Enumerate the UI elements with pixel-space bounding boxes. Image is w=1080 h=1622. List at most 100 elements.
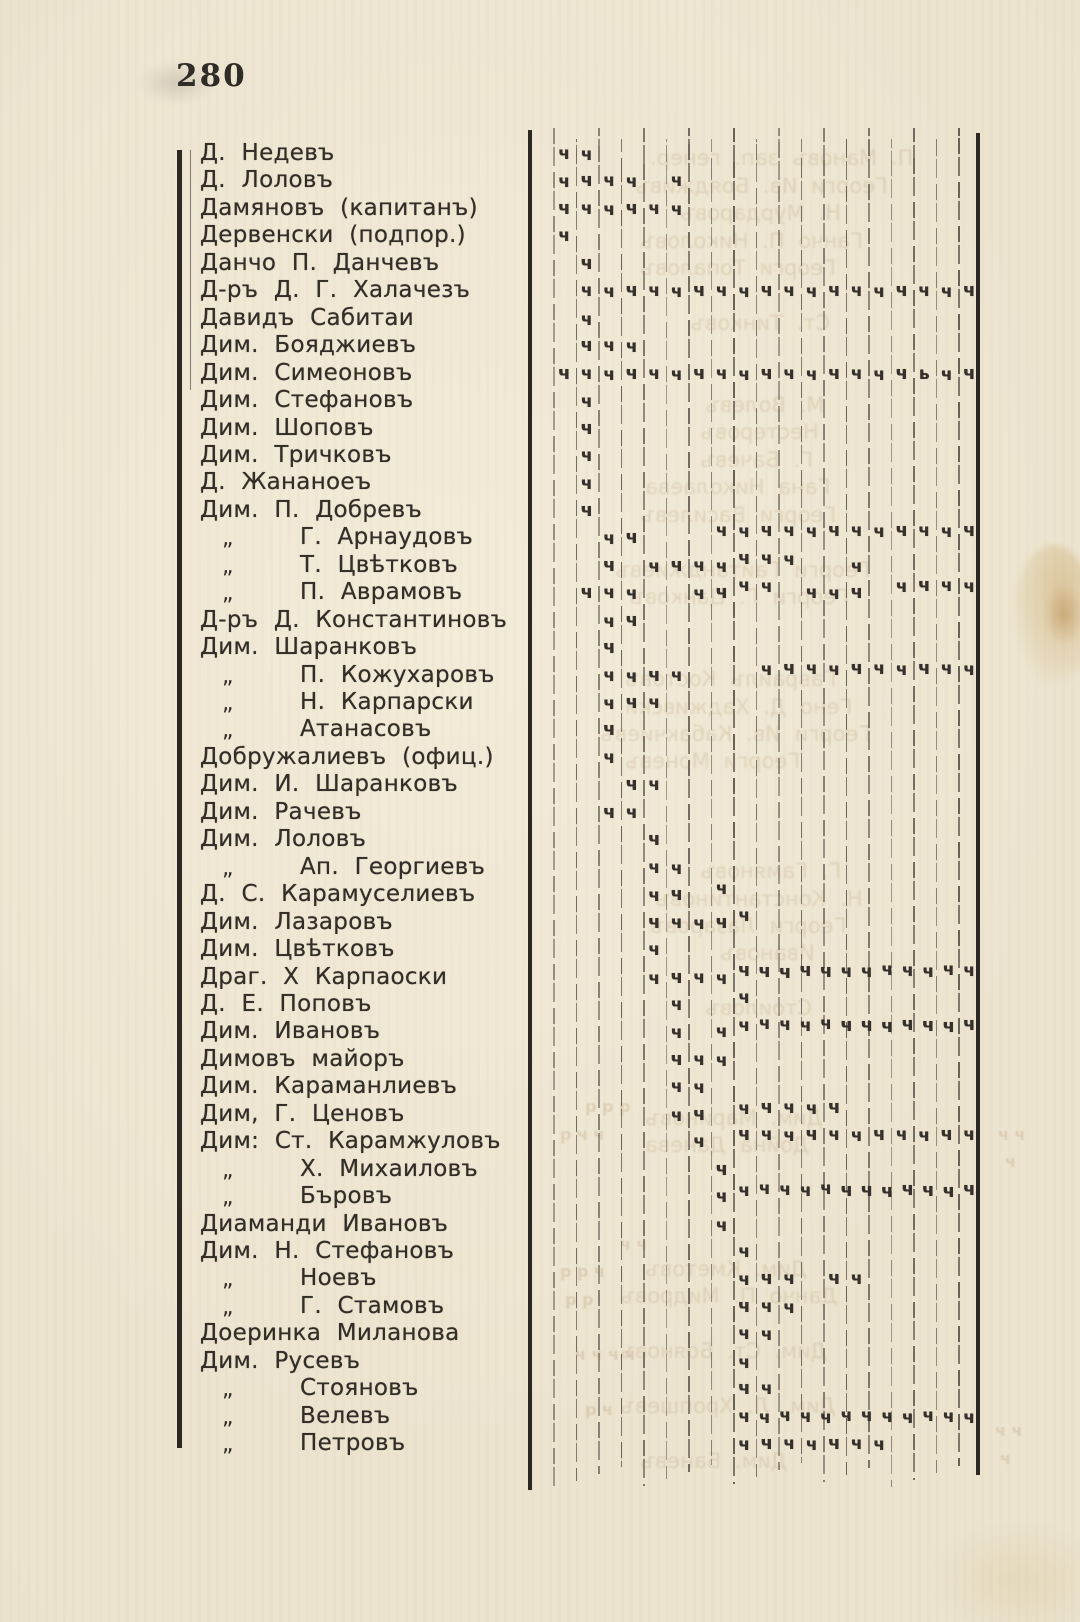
- table-row: Дим. Караманлиевъ ч ч: [0, 1073, 1080, 1100]
- column-line: [710, 139, 712, 1465]
- attendance-mark: ч: [670, 994, 683, 1015]
- attendance-mark: ч: [873, 282, 886, 303]
- attendance-mark: ч: [819, 960, 833, 982]
- member-name: Атанасовъ: [300, 716, 432, 743]
- attendance-mark: ч: [758, 1407, 771, 1428]
- member-name: Дим. Рачевъ: [200, 798, 362, 825]
- table-row: Дим. Н. Стефановъ ч: [0, 1238, 1080, 1265]
- attendance-mark: ч: [715, 363, 728, 384]
- member-name: Дим. Симеоновъ: [200, 359, 413, 386]
- attendance-mark: ч: [760, 1125, 773, 1146]
- attendance-mark: ч: [805, 583, 818, 604]
- member-name: Петровъ: [300, 1430, 406, 1457]
- attendance-mark: ч: [558, 362, 571, 384]
- attendance-mark: ч: [738, 576, 751, 597]
- table-row: Димовъ майоръ ч ч ч: [0, 1046, 1080, 1073]
- attendance-mark: ч: [603, 694, 616, 714]
- attendance-mark: ч: [901, 1179, 914, 1201]
- member-name: Дим. Тричковъ: [200, 441, 392, 468]
- member-name: Дим. Стефановъ: [200, 387, 414, 414]
- attendance-mark: ч: [820, 1407, 832, 1428]
- member-name: Стояновъ: [300, 1375, 419, 1402]
- attendance-mark: ч: [625, 172, 638, 193]
- attendance-mark: ч: [873, 364, 886, 385]
- attendance-mark: ч: [670, 199, 683, 220]
- attendance-mark: ч: [922, 961, 935, 982]
- attendance-mark: ч: [783, 1269, 796, 1290]
- table-row: Диаманди Ивановъ ч: [0, 1211, 1080, 1238]
- table-row: „ Х. Михаиловъ ч: [0, 1156, 1080, 1183]
- attendance-mark: ч: [648, 968, 661, 989]
- attendance-mark: ч: [580, 281, 593, 302]
- attendance-mark: ч: [760, 520, 773, 542]
- attendance-mark: ч: [558, 226, 571, 247]
- attendance-mark: ч: [670, 364, 683, 385]
- attendance-mark: ч: [715, 968, 728, 989]
- table-row: Дим. Рачевъ ч ч: [0, 799, 1080, 826]
- attendance-mark: ч: [940, 658, 953, 679]
- attendance-mark: ч: [625, 527, 638, 549]
- attendance-mark: ч: [715, 556, 728, 577]
- attendance-mark: ч: [760, 577, 773, 598]
- table-row: Дим. Русевъ ч: [0, 1348, 1080, 1375]
- attendance-mark: ч: [918, 281, 931, 302]
- attendance-mark: ч: [805, 522, 818, 543]
- member-name: Дамяновъ (капитанъ): [200, 194, 478, 221]
- attendance-mark: ч: [922, 1180, 935, 1202]
- attendance-mark: ч: [922, 1015, 935, 1037]
- attendance-mark: ч: [580, 335, 593, 357]
- attendance-mark: ч: [580, 145, 593, 165]
- attendance-mark: ч: [693, 967, 706, 988]
- attendance-mark: ч: [918, 575, 931, 597]
- attendance-mark: ч: [625, 692, 638, 713]
- member-name: Д. Недевъ: [200, 140, 335, 166]
- table-row: „ Г. Арнаудовъ ч ч ч ч ч ч ч ч ч ч ч ч ч ч: [0, 520, 1080, 551]
- left-margin-rule: [177, 150, 182, 1448]
- attendance-mark: ч: [648, 198, 661, 219]
- ditto-quote: „: [222, 1294, 234, 1320]
- attendance-mark: ч: [760, 1296, 773, 1317]
- member-name: Д. Лоловъ: [200, 167, 334, 194]
- attendance-mark: ч: [648, 664, 661, 686]
- attendance-mark: ч: [738, 959, 751, 981]
- attendance-mark: ч: [760, 1268, 773, 1290]
- table-row: Дим. Тричковъ ч: [0, 442, 1080, 469]
- attendance-mark: ч: [738, 522, 751, 543]
- member-name: Дим. Русевъ: [200, 1347, 361, 1374]
- attendance-mark: ч: [783, 657, 796, 679]
- attendance-mark: ч: [580, 445, 593, 466]
- attendance-mark: ч: [670, 966, 683, 988]
- attendance-mark: ч: [760, 1433, 773, 1455]
- member-name: Т. Цвѣтковъ: [300, 551, 459, 578]
- column-line: [553, 128, 555, 1488]
- attendance-mark: ч: [901, 1014, 914, 1036]
- attendance-mark: ч: [715, 582, 728, 604]
- attendance-mark: ч: [558, 144, 571, 164]
- table-row: Дим: Ст. Карамжуловъ ч ч ч ч ч ч ч ч ч ч ч ч: [0, 1124, 1080, 1155]
- attendance-mark: ч: [715, 879, 728, 900]
- ditto-quote: „: [222, 855, 234, 881]
- ditto-quote: „: [222, 1377, 234, 1403]
- attendance-mark: ч: [963, 520, 976, 542]
- member-name: Диаманди Ивановъ: [200, 1210, 449, 1237]
- attendance-mark: ч: [670, 1048, 683, 1070]
- attendance-mark: ч: [895, 577, 908, 598]
- member-name: Добружалиевъ (офиц.): [200, 743, 494, 770]
- attendance-mark: ч: [779, 1405, 792, 1426]
- attendance-mark: ч: [940, 576, 953, 597]
- attendance-mark: ч: [648, 693, 661, 713]
- attendance-mark: ь: [918, 363, 930, 384]
- member-name: Д. С. Карамуселиевъ: [200, 881, 476, 908]
- member-name: Велевъ: [300, 1402, 391, 1429]
- member-name: Драг. Х Карпаоски: [200, 963, 448, 990]
- ditto-quote: „: [222, 691, 234, 716]
- attendance-mark: ч: [850, 556, 863, 577]
- table-row: Дим. Бояджиевъ ч ч ч: [0, 332, 1080, 359]
- attendance-mark: ч: [901, 960, 914, 981]
- member-name: П. Кожухаровъ: [300, 661, 495, 688]
- attendance-mark: ч: [881, 1181, 894, 1203]
- attendance-mark: ч: [760, 362, 773, 384]
- attendance-mark: ч: [805, 1435, 818, 1456]
- attendance-mark: ч: [783, 363, 796, 384]
- column-line: [733, 128, 735, 1484]
